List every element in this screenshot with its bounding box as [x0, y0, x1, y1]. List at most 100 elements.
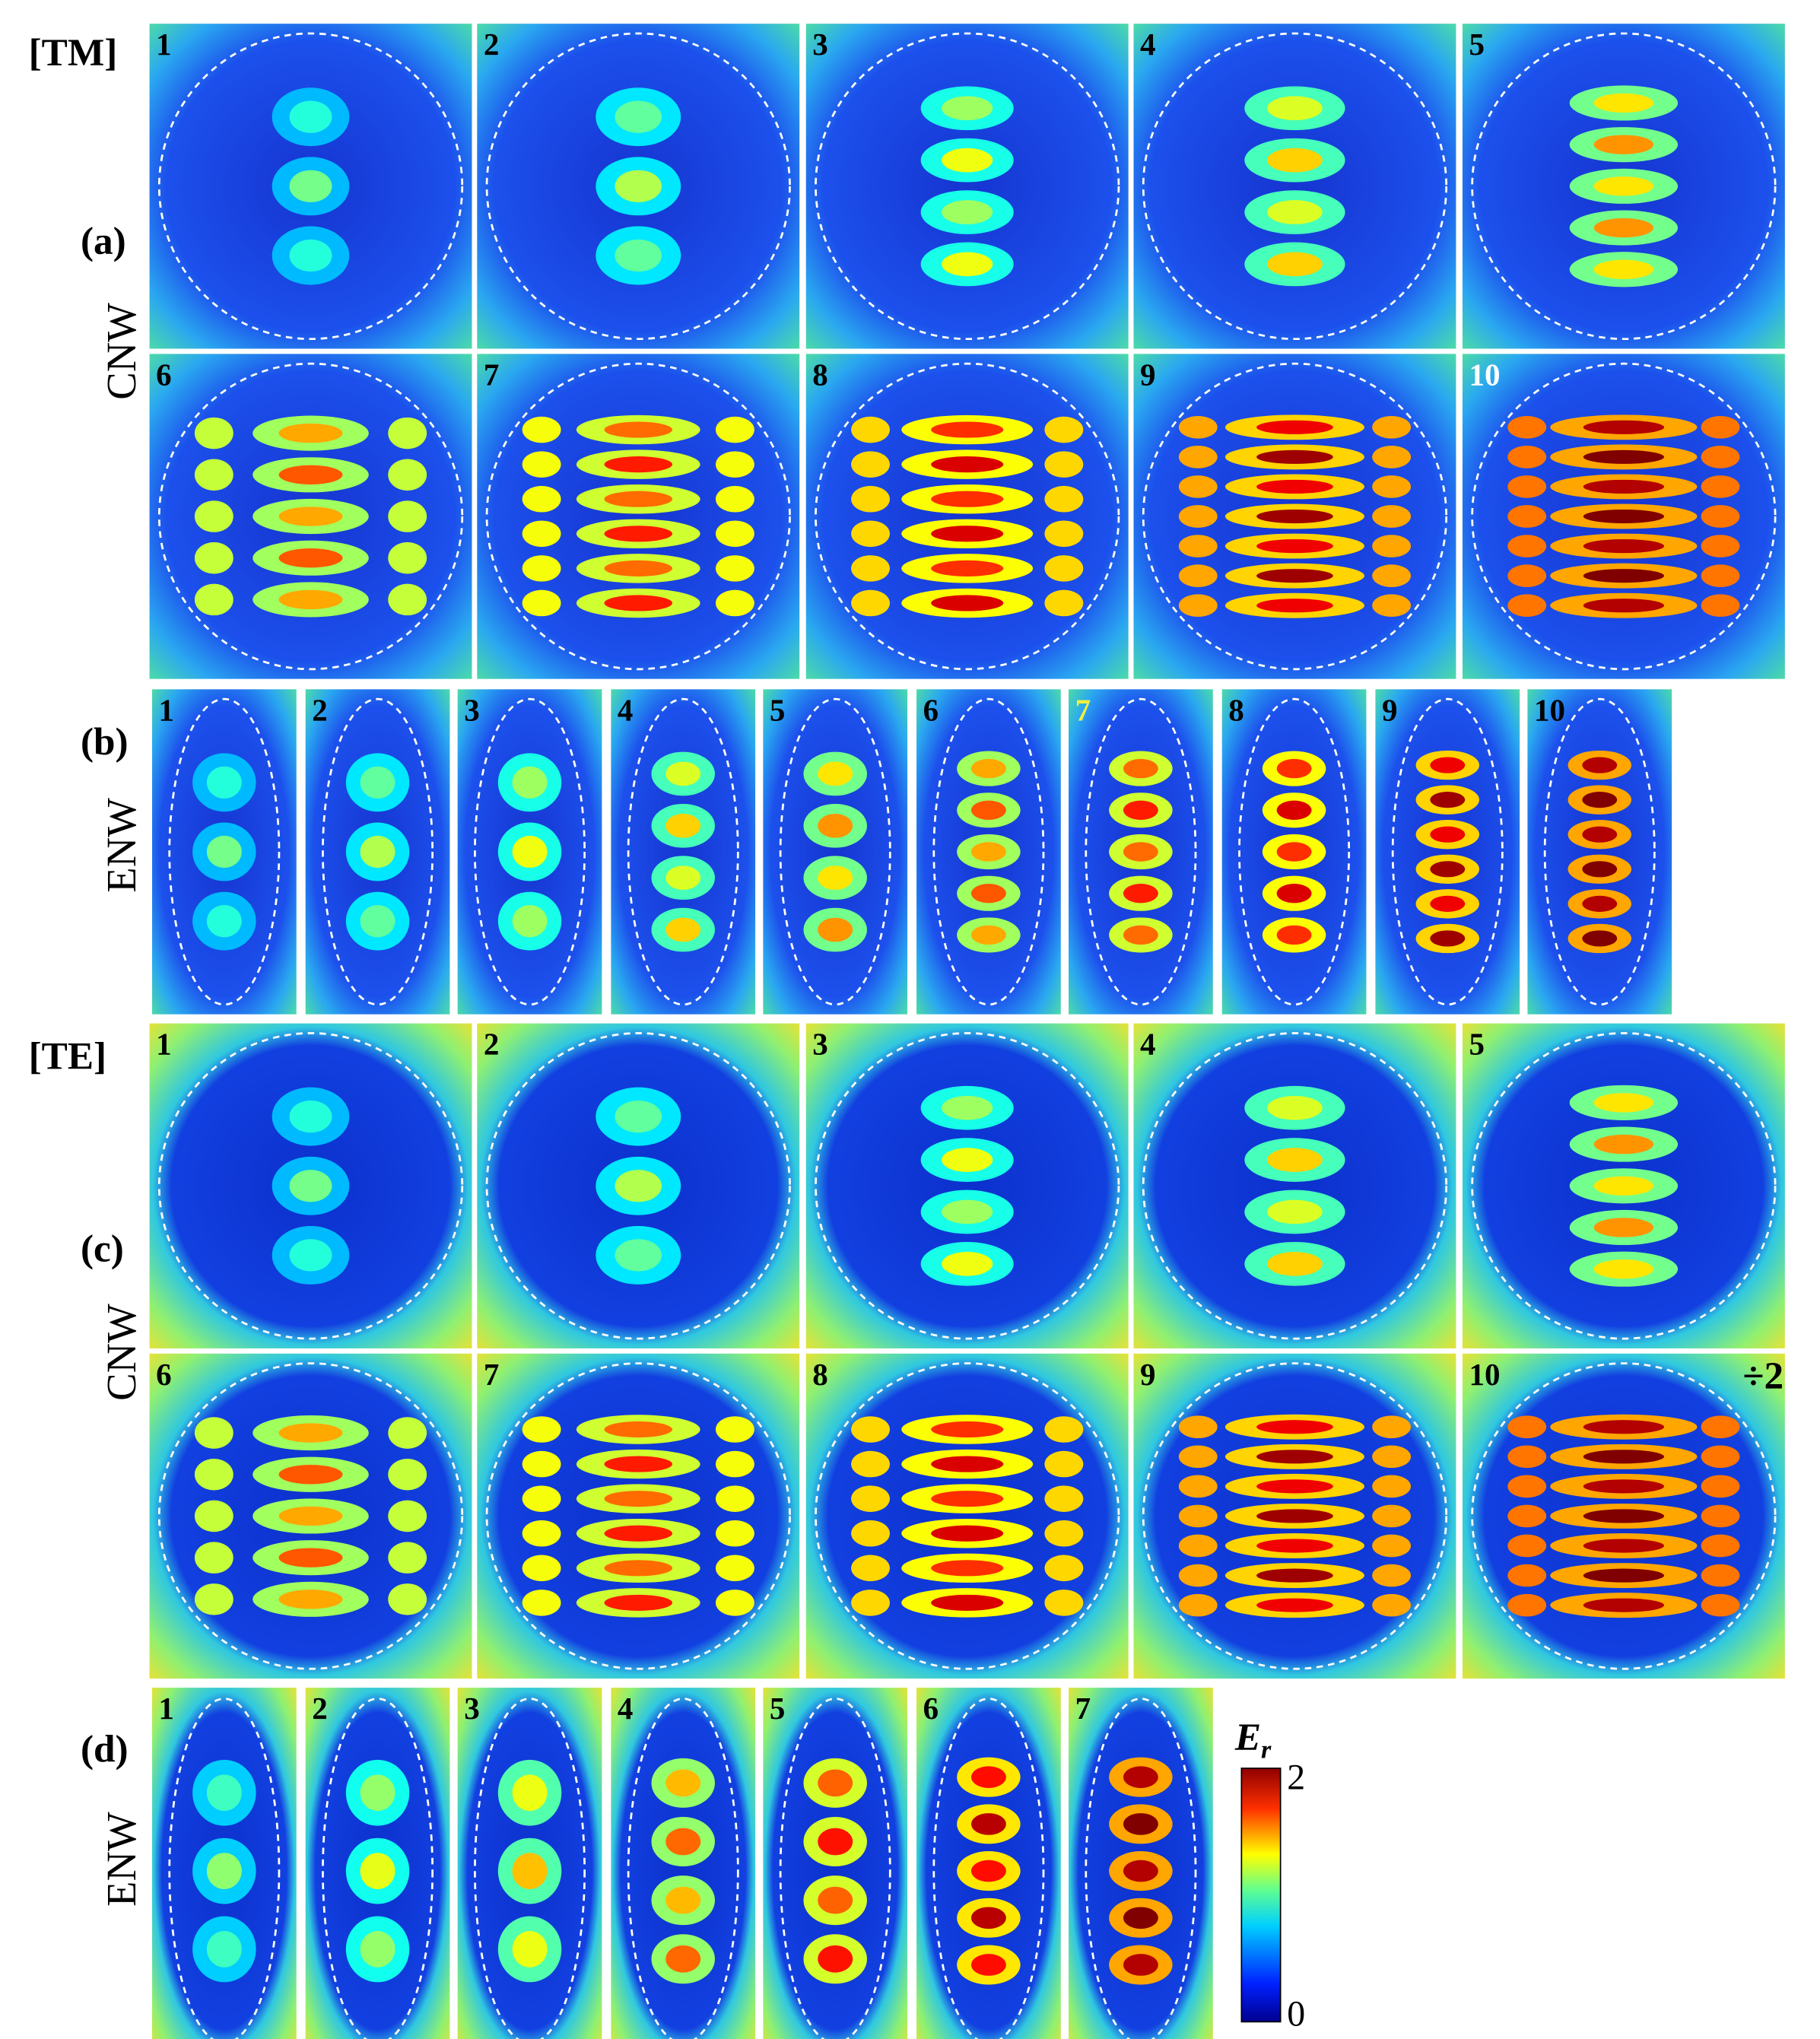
field-lobe-core [512, 835, 548, 869]
panel-background [477, 1353, 800, 1679]
boundary [157, 1362, 464, 1670]
field-lobe [194, 1417, 233, 1449]
field-lobe-core [1582, 895, 1618, 912]
panel-number: 9 [1140, 1357, 1156, 1392]
field-lobe-core [604, 1456, 673, 1472]
boundary [627, 697, 739, 1006]
field-lobe [1701, 1415, 1740, 1439]
boundary [815, 32, 1120, 341]
field-lobe-core [1583, 1598, 1665, 1612]
panel-number: 7 [1075, 1691, 1091, 1726]
panel-number: 1 [159, 1691, 175, 1726]
field-lobe-core [970, 1907, 1006, 1929]
field-lobe [715, 1450, 754, 1478]
field-lobe-core [1593, 1259, 1654, 1279]
field-lobe-core [206, 905, 242, 938]
field-lobe-core [1123, 800, 1158, 820]
boundary [1085, 697, 1197, 1006]
field-lobe-core [278, 548, 343, 568]
panel-number: 6 [923, 692, 939, 727]
field-lobe [1701, 446, 1740, 468]
row-label: (d) [81, 1728, 129, 1771]
field-lobe [1178, 564, 1218, 587]
field-lobe-core [665, 813, 701, 838]
field-lobe-core [289, 100, 332, 133]
field-panel: 6 [149, 1353, 472, 1679]
field-lobe [522, 1520, 561, 1547]
boundary [1238, 697, 1351, 1006]
field-panel: 6 [149, 354, 472, 679]
field-lobe [851, 416, 890, 443]
field-lobe-core [665, 1945, 701, 1973]
field-lobe-core [206, 835, 242, 869]
field-lobe-core [278, 1590, 343, 1609]
field-lobe [715, 555, 754, 582]
boundary [168, 697, 281, 1006]
field-lobe [1507, 535, 1547, 557]
colorbar-subscript: r [1261, 1736, 1272, 1764]
field-lobe [1372, 594, 1412, 618]
field-lobe-core [818, 1828, 853, 1856]
field-lobe-core [360, 1774, 395, 1812]
field-panel: 4 [611, 1688, 756, 2039]
field-lobe-core [970, 925, 1006, 945]
field-lobe-core [206, 1774, 242, 1812]
field-lobe [715, 1416, 754, 1443]
field-lobe [522, 1590, 561, 1616]
boundary [932, 697, 1045, 1006]
field-lobe [1178, 1564, 1218, 1587]
field-lobe-core [1267, 200, 1323, 224]
field-lobe-core [970, 800, 1006, 820]
field-lobe [522, 1485, 561, 1512]
field-lobe [522, 555, 561, 582]
field-lobe-core [1593, 1176, 1654, 1196]
field-panel: 5 [763, 689, 908, 1015]
field-lobe [851, 1416, 890, 1443]
field-lobe-core [512, 1931, 548, 1968]
panel-background [1133, 24, 1456, 349]
field-lobe-core [931, 1491, 1004, 1507]
field-lobe-core [818, 917, 853, 942]
boundary [485, 32, 791, 341]
field-lobe-core [278, 465, 343, 485]
panel-number: 5 [1469, 27, 1485, 62]
field-lobe-core [1583, 539, 1665, 554]
field-lobe-core [289, 1100, 332, 1133]
field-lobe-core [1256, 1598, 1333, 1612]
field-lobe [388, 1500, 427, 1532]
field-lobe-core [1256, 569, 1333, 583]
field-lobe [388, 417, 427, 449]
field-panel: 8 [1221, 689, 1367, 1015]
boundary [815, 362, 1120, 671]
field-lobe-core [1276, 884, 1312, 904]
panel-number: 10 [1534, 692, 1565, 727]
field-lobe-core [1256, 1509, 1333, 1523]
panel-number: 4 [618, 1691, 634, 1726]
panel-number: 7 [1075, 692, 1091, 727]
field-lobe [1701, 1475, 1740, 1498]
field-lobe [1178, 415, 1218, 439]
field-lobe-core [1430, 826, 1466, 843]
field-panel: 5 [1462, 24, 1785, 349]
field-lobe [1507, 1415, 1547, 1439]
field-lobe-core [1583, 1479, 1665, 1494]
panel-background [805, 354, 1129, 679]
field-lobe [522, 1450, 561, 1478]
boundary [157, 362, 464, 671]
boundary [485, 362, 791, 671]
colorbar-title: Er [1234, 1716, 1272, 1764]
field-lobe-core [1123, 1860, 1158, 1882]
field-lobe-core [665, 865, 701, 891]
field-lobe-core [1256, 539, 1333, 554]
field-panel: 8 [805, 354, 1129, 679]
field-lobe-core [1276, 800, 1312, 820]
field-lobe-core [1583, 420, 1665, 434]
field-lobe-core [360, 835, 395, 869]
panel-number: 6 [923, 1691, 939, 1726]
field-lobe-core [931, 1456, 1004, 1472]
field-lobe-core [604, 526, 673, 542]
field-lobe-core [360, 905, 395, 938]
panel-number: 4 [618, 692, 634, 727]
field-lobe-core [818, 1769, 853, 1797]
field-lobe [1178, 446, 1218, 468]
